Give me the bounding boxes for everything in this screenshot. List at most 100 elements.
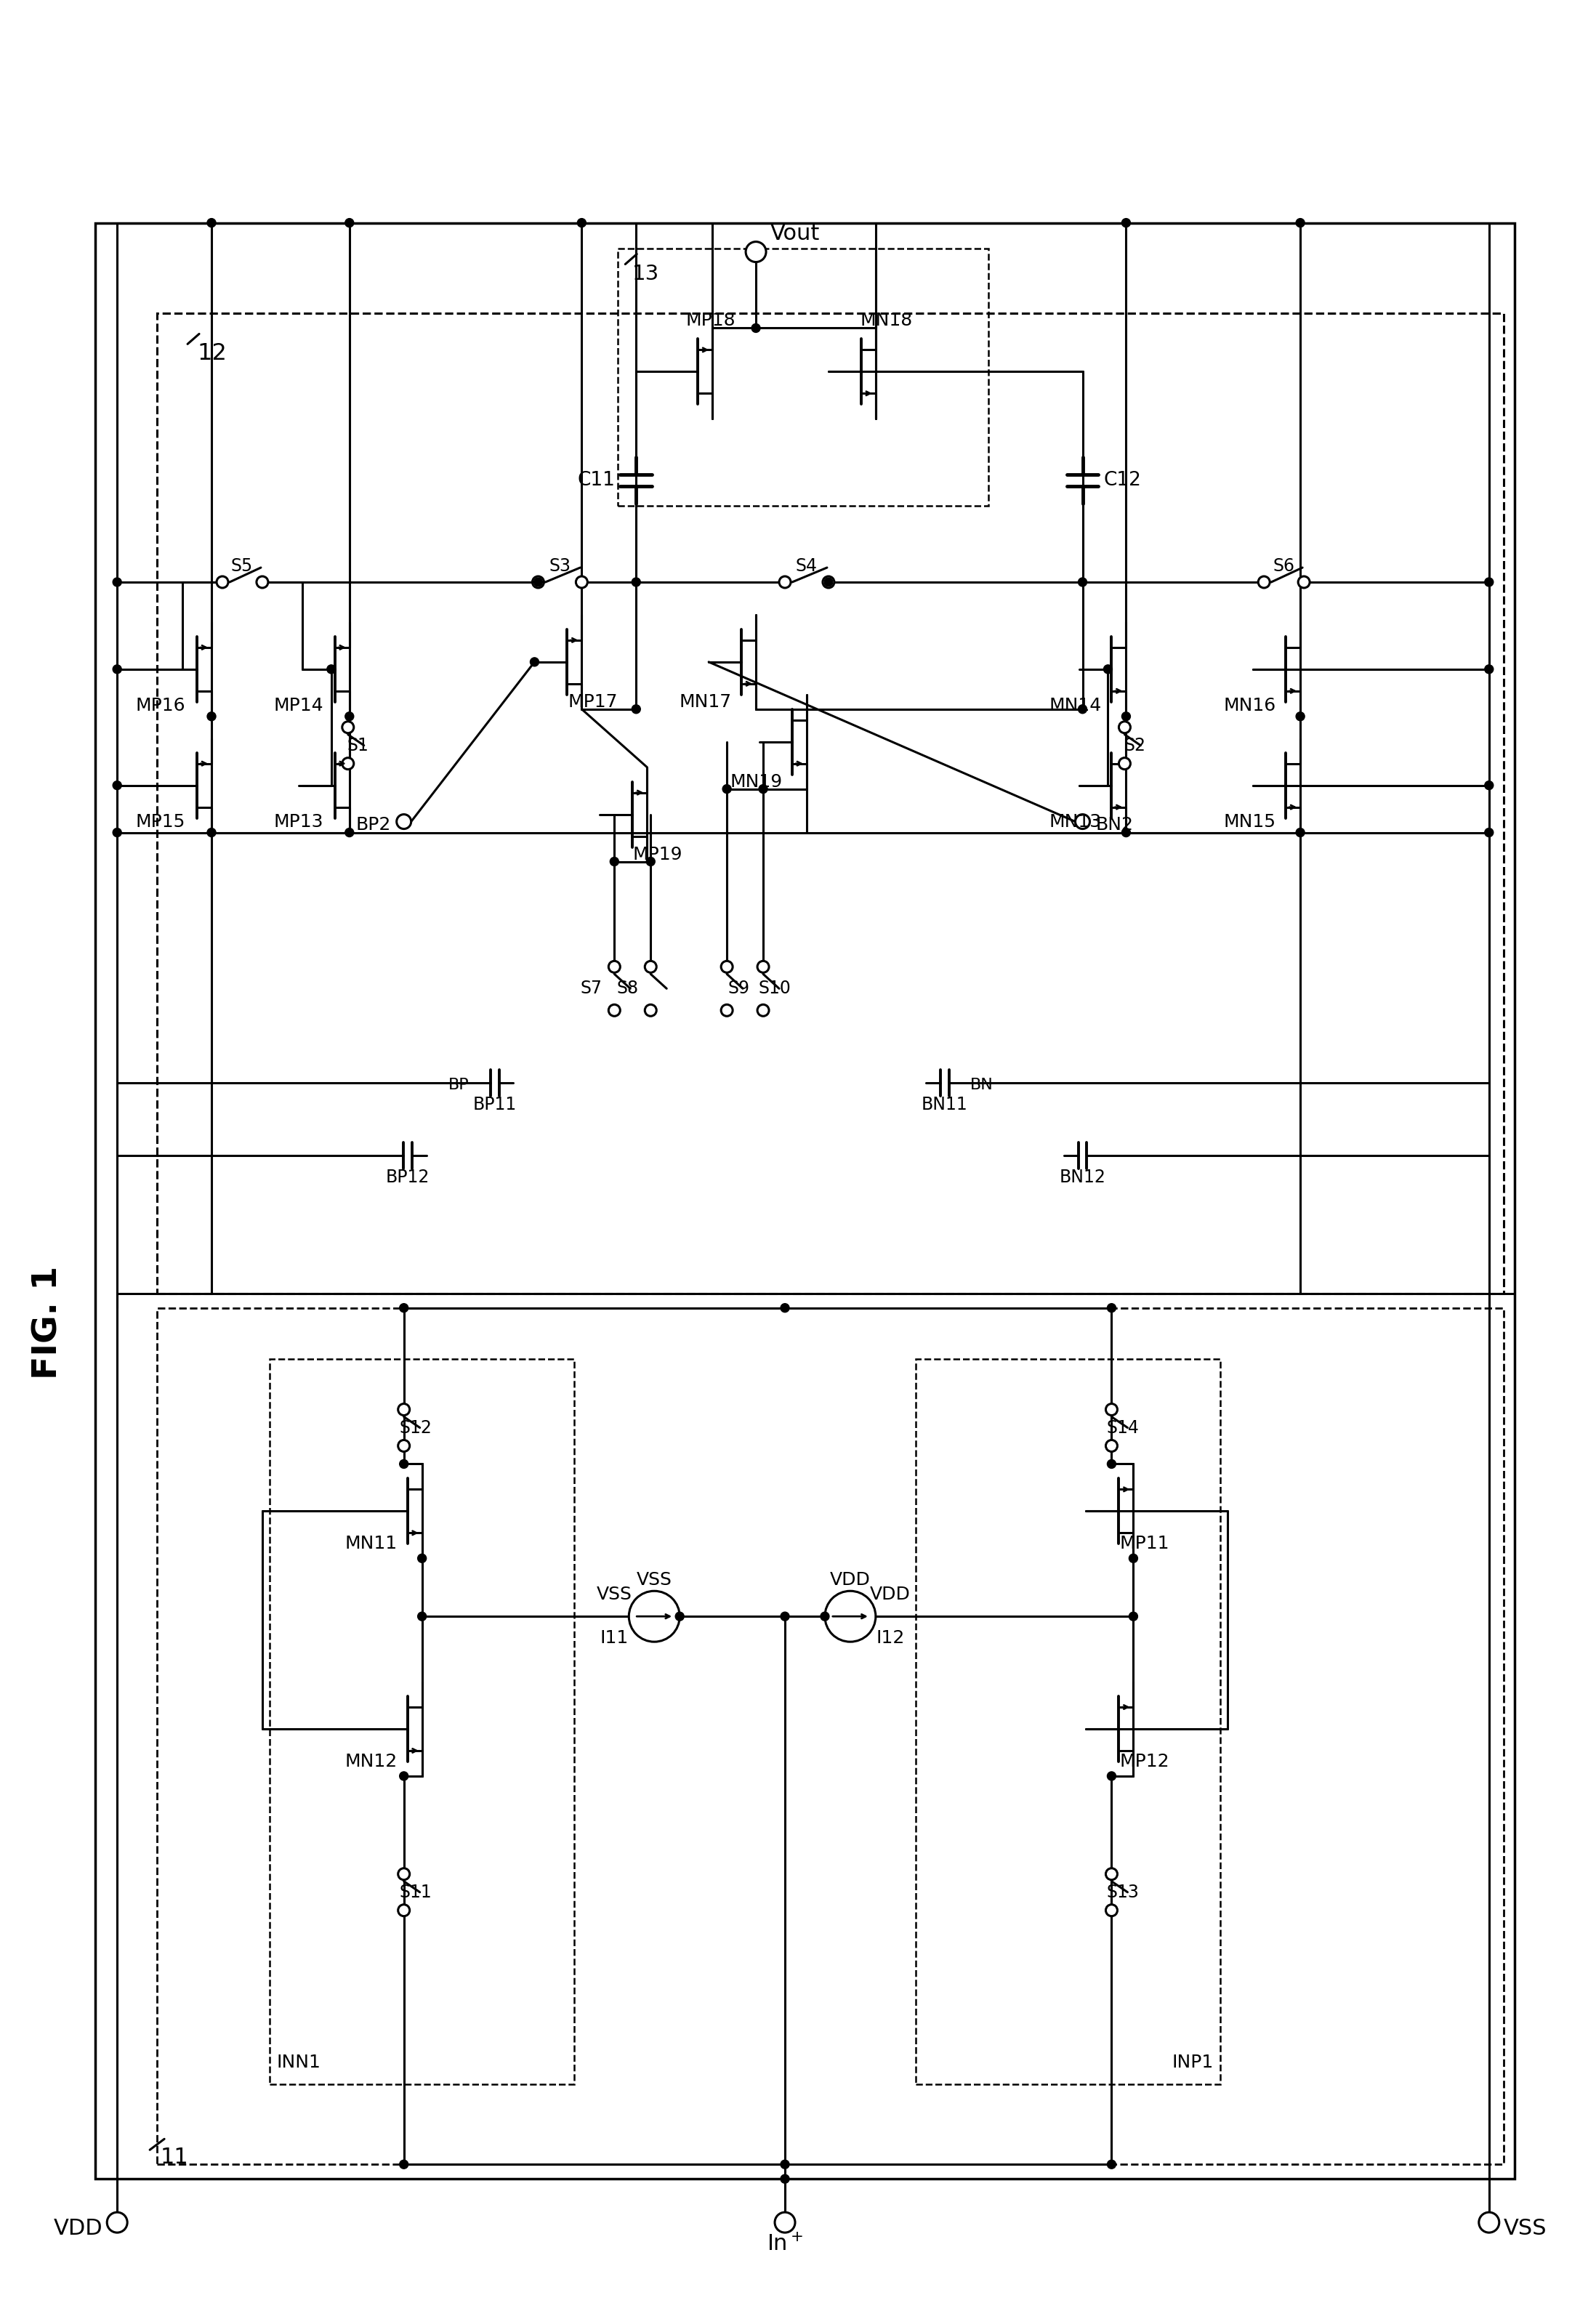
Text: VSS: VSS <box>637 1571 672 1589</box>
Circle shape <box>780 1612 790 1621</box>
Text: VDD: VDD <box>870 1587 910 1603</box>
Circle shape <box>1122 829 1130 836</box>
Circle shape <box>342 721 354 732</box>
Text: MP16: MP16 <box>136 698 185 714</box>
Text: INP1: INP1 <box>1171 2054 1213 2070</box>
Text: MN12: MN12 <box>345 1753 397 1771</box>
Circle shape <box>1119 758 1130 769</box>
Circle shape <box>632 578 640 587</box>
Circle shape <box>257 576 268 587</box>
Text: C12: C12 <box>1103 472 1141 491</box>
Bar <box>96 223 1515 2179</box>
Circle shape <box>1122 712 1130 721</box>
Circle shape <box>530 659 539 666</box>
Text: S10: S10 <box>758 979 792 997</box>
Circle shape <box>418 1555 426 1564</box>
Text: MP19: MP19 <box>634 845 683 864</box>
Text: S2: S2 <box>1124 737 1146 753</box>
Circle shape <box>645 1004 656 1016</box>
Text: FIG. 1: FIG. 1 <box>32 1267 64 1379</box>
Text: MN19: MN19 <box>729 774 782 790</box>
Circle shape <box>1079 578 1087 587</box>
Circle shape <box>342 758 354 769</box>
Circle shape <box>1106 1439 1117 1451</box>
Circle shape <box>1106 1905 1117 1916</box>
Circle shape <box>1119 721 1130 732</box>
Circle shape <box>629 1591 680 1642</box>
Circle shape <box>825 1591 876 1642</box>
Circle shape <box>1484 578 1494 587</box>
Circle shape <box>217 576 228 587</box>
Text: In$^+$: In$^+$ <box>766 2234 803 2255</box>
Circle shape <box>1076 815 1090 829</box>
Circle shape <box>397 1868 410 1879</box>
Text: BP2: BP2 <box>356 815 391 834</box>
Circle shape <box>396 815 412 829</box>
Text: BN2: BN2 <box>1095 815 1133 834</box>
Circle shape <box>399 1460 409 1469</box>
Circle shape <box>399 1303 409 1313</box>
Circle shape <box>207 219 215 228</box>
Circle shape <box>113 666 121 672</box>
Text: MP14: MP14 <box>273 698 324 714</box>
Text: MP18: MP18 <box>686 313 736 329</box>
Circle shape <box>399 2160 409 2169</box>
Text: S5: S5 <box>231 557 254 576</box>
Circle shape <box>675 1612 685 1621</box>
Text: 12: 12 <box>196 343 227 364</box>
Text: MP17: MP17 <box>568 693 618 712</box>
Circle shape <box>1484 666 1494 672</box>
Circle shape <box>721 960 733 972</box>
Circle shape <box>824 578 833 587</box>
Circle shape <box>576 576 587 587</box>
Circle shape <box>1122 219 1130 228</box>
Circle shape <box>397 1405 410 1416</box>
Circle shape <box>1296 829 1304 836</box>
Text: S14: S14 <box>1108 1419 1140 1437</box>
Circle shape <box>646 857 654 866</box>
Bar <box>156 313 1503 1294</box>
Circle shape <box>758 785 768 792</box>
Circle shape <box>780 1303 790 1313</box>
Circle shape <box>1108 1771 1116 1780</box>
Text: MP15: MP15 <box>136 813 185 831</box>
Text: MN16: MN16 <box>1223 698 1275 714</box>
Text: S3: S3 <box>549 557 571 576</box>
Text: BP11: BP11 <box>472 1096 517 1112</box>
Bar <box>156 1308 1503 2165</box>
Circle shape <box>107 2213 128 2232</box>
Text: MN13: MN13 <box>1049 813 1101 831</box>
Circle shape <box>345 712 354 721</box>
Text: MN14: MN14 <box>1049 698 1101 714</box>
Circle shape <box>610 857 619 866</box>
Circle shape <box>608 1004 621 1016</box>
Circle shape <box>327 666 335 672</box>
Text: S1: S1 <box>348 737 369 753</box>
Bar <box>270 1359 575 2084</box>
Circle shape <box>113 781 121 790</box>
Text: MP12: MP12 <box>1119 1753 1170 1771</box>
Text: S4: S4 <box>796 557 817 576</box>
Circle shape <box>774 2213 795 2232</box>
Text: S12: S12 <box>399 1419 433 1437</box>
Circle shape <box>721 1004 733 1016</box>
Circle shape <box>1106 1405 1117 1416</box>
Text: BN: BN <box>970 1078 993 1092</box>
Text: 11: 11 <box>161 2146 188 2167</box>
Circle shape <box>345 829 354 836</box>
Text: BN11: BN11 <box>921 1096 967 1112</box>
Circle shape <box>345 219 354 228</box>
Text: S6: S6 <box>1272 557 1294 576</box>
Bar <box>618 249 988 507</box>
Circle shape <box>820 1612 830 1621</box>
Circle shape <box>1128 1555 1138 1564</box>
Circle shape <box>1108 1303 1116 1313</box>
Text: S11: S11 <box>399 1884 433 1900</box>
Circle shape <box>1479 2213 1499 2232</box>
Bar <box>916 1359 1221 2084</box>
Text: 13: 13 <box>632 263 659 283</box>
Circle shape <box>397 1439 410 1451</box>
Circle shape <box>578 219 586 228</box>
Text: MP13: MP13 <box>275 813 324 831</box>
Text: I12: I12 <box>876 1631 905 1647</box>
